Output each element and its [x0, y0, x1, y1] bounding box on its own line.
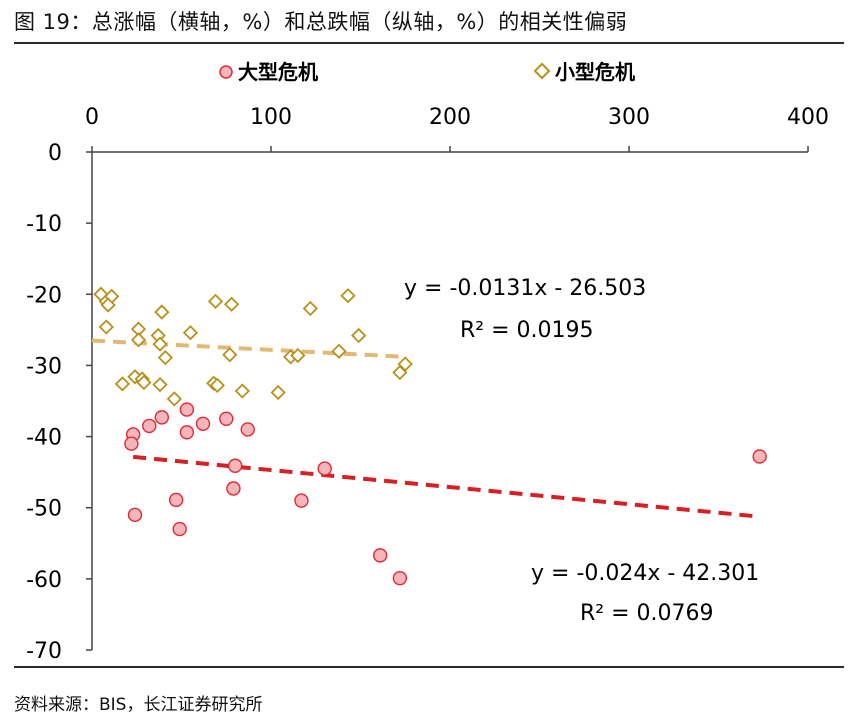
y-tick-label: 0	[48, 141, 62, 166]
equation-labels: y = -0.0131x - 26.503 R² = 0.0195 y = -0…	[404, 276, 759, 626]
point-small	[154, 304, 170, 320]
r2-small: R² = 0.0195	[460, 318, 594, 343]
point-large	[227, 458, 243, 473]
r2-large: R² = 0.0769	[580, 601, 714, 626]
legend-marker-large	[219, 65, 233, 79]
legend-label-large: 大型危机	[238, 60, 318, 84]
x-tick-label: 400	[787, 105, 829, 130]
y-tick-label: -50	[26, 497, 62, 522]
legend-marker-small	[533, 62, 551, 80]
equation-large: y = -0.024x - 42.301	[531, 561, 759, 586]
y-tick-label: -70	[26, 639, 62, 664]
point-large	[195, 416, 211, 431]
point-small	[234, 383, 250, 399]
x-tick-label: 100	[250, 105, 292, 130]
point-small	[98, 319, 114, 335]
point-small	[152, 336, 168, 352]
axes: 0 100 200 300 400 0 -10 -20 -30 -40 -50 -60 -70	[26, 105, 829, 664]
point-large	[317, 461, 332, 476]
title-rule	[14, 42, 844, 44]
x-tick-label: 0	[85, 105, 99, 130]
point-large	[294, 493, 309, 508]
point-large	[372, 548, 388, 563]
x-tick-label: 300	[608, 105, 650, 130]
point-large	[124, 436, 139, 451]
y-tick-label: -40	[26, 426, 62, 451]
data-points	[93, 286, 767, 586]
point-small	[152, 377, 168, 393]
point-small	[100, 297, 116, 313]
point-small	[130, 321, 147, 337]
point-small	[182, 325, 199, 341]
point-large	[168, 492, 184, 508]
point-large	[142, 418, 157, 434]
point-small	[207, 293, 224, 310]
point-small	[290, 347, 306, 364]
point-large	[226, 481, 241, 496]
point-large	[172, 521, 187, 537]
figure-title: 图 19：总涨幅（横轴，%）和总跌幅（纵轴，%）的相关性偏弱	[14, 10, 628, 34]
point-large	[154, 410, 170, 425]
point-large	[392, 570, 408, 586]
point-small	[209, 377, 225, 393]
point-small	[136, 374, 152, 391]
point-large	[219, 411, 234, 426]
point-small	[222, 347, 238, 363]
point-small	[270, 384, 286, 401]
y-tick-label: -20	[26, 283, 62, 308]
legend: 大型危机 小型危机	[219, 60, 635, 84]
y-tick-label: -30	[26, 354, 62, 379]
y-tick-label: -10	[26, 212, 62, 237]
point-large	[127, 507, 143, 523]
point-small	[340, 288, 356, 304]
point-small	[166, 391, 182, 407]
point-small	[157, 349, 174, 366]
source-note: 资料来源：BIS，长江证券研究所	[14, 695, 263, 715]
point-small	[351, 327, 367, 344]
point-small	[331, 343, 347, 359]
point-small	[114, 376, 131, 392]
point-small	[397, 356, 413, 372]
point-small	[223, 296, 240, 312]
x-tick-label: 200	[429, 105, 471, 130]
point-small	[130, 332, 147, 348]
point-large	[179, 402, 195, 417]
trendlines	[91, 338, 760, 519]
source-rule	[14, 666, 844, 668]
point-large	[179, 425, 195, 440]
trendline-small	[91, 338, 406, 359]
equation-small: y = -0.0131x - 26.503	[404, 276, 646, 301]
point-small	[302, 300, 319, 317]
point-large	[752, 449, 767, 464]
y-tick-label: -60	[26, 568, 62, 593]
point-large	[240, 422, 255, 437]
legend-label-small: 小型危机	[555, 60, 635, 84]
